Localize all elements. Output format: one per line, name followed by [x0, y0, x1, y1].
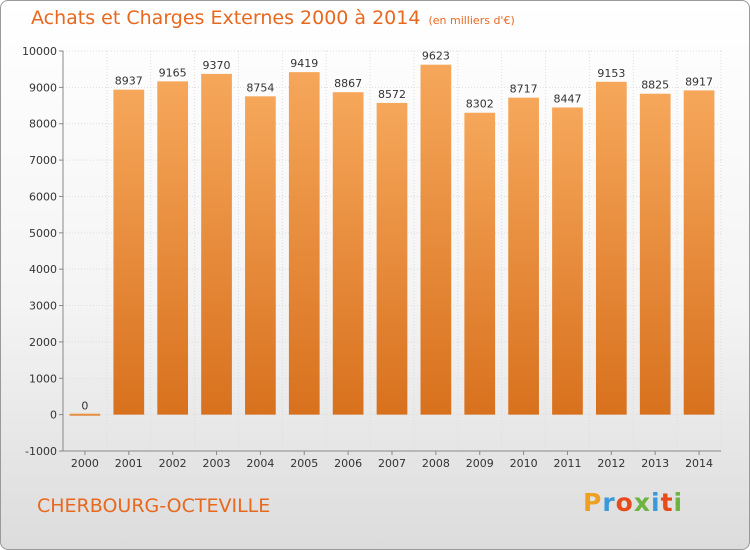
y-tick-label: 7000: [29, 154, 57, 167]
data-label-2011: 8447: [553, 92, 581, 105]
y-tick-label: 8000: [29, 118, 57, 131]
data-label-2013: 8825: [641, 79, 669, 92]
data-label-2014: 8917: [685, 75, 713, 88]
bars: [69, 64, 715, 416]
data-label-2006: 8867: [334, 77, 362, 90]
y-tick-label: 2000: [29, 336, 57, 349]
logo-letter: i: [651, 488, 661, 517]
bar-2008: [420, 64, 452, 415]
bar-2007: [376, 102, 408, 415]
data-label-2002: 9165: [159, 66, 187, 79]
logo-letter: i: [673, 488, 684, 517]
x-tick-label: 2006: [334, 457, 362, 470]
axes: -1000 0 1000 2000 3000 4000 5000 6000 7000 8000 90…: [22, 45, 721, 470]
y-tick-label: 3000: [29, 300, 57, 313]
x-tick-label: 2009: [466, 457, 494, 470]
data-label-2003: 9370: [203, 59, 231, 72]
y-tick-label: 5000: [29, 227, 57, 240]
logo-letter: P: [583, 488, 603, 517]
chart-subtitle: (en milliers d'€): [428, 14, 515, 27]
bar-2006: [332, 92, 364, 415]
x-tick-label: 2013: [641, 457, 669, 470]
bar-2011: [552, 107, 583, 415]
bar-2000: [69, 413, 101, 416]
y-tick-label: 6000: [29, 190, 57, 203]
x-tick-label: 2000: [71, 457, 99, 470]
x-tick-label: 2011: [553, 457, 581, 470]
x-tick-label: 2004: [246, 457, 274, 470]
data-labels: 0 8937 9165 9370 8754 9419 8867 8572 9623 8302 871…: [81, 50, 713, 413]
bar-2012: [595, 81, 627, 415]
logo-letter: o: [615, 488, 634, 517]
data-label-2009: 8302: [466, 98, 494, 111]
logo-letter: r: [602, 488, 616, 517]
bar-2004: [245, 96, 276, 415]
data-label-2000: 0: [81, 400, 88, 413]
chart-title: Achats et Charges Externes 2000 à 2014 (e…: [31, 7, 515, 29]
bar-2009: [464, 112, 496, 415]
x-tick-label: 2010: [510, 457, 538, 470]
bar-2010: [508, 97, 539, 415]
y-tick-label: 4000: [29, 263, 57, 276]
data-label-2001: 8937: [115, 75, 143, 88]
data-label-2007: 8572: [378, 88, 406, 101]
x-tick-label: 2001: [115, 457, 143, 470]
chart-title-text: Achats et Charges Externes 2000 à 2014: [31, 7, 421, 29]
data-label-2004: 8754: [246, 81, 274, 94]
grid-lines: [62, 50, 722, 452]
bar-2003: [201, 73, 232, 415]
bar-2005: [288, 72, 320, 415]
y-tick-label: 9000: [29, 81, 57, 94]
x-tick-label: 2008: [422, 457, 450, 470]
x-tick-label: 2007: [378, 457, 406, 470]
x-tick-label: 2003: [203, 457, 231, 470]
bar-2013: [639, 93, 671, 415]
bar-2002: [157, 81, 189, 415]
x-tick-label: 2005: [290, 457, 318, 470]
x-tick-label: 2014: [685, 457, 713, 470]
x-tick-label: 2002: [159, 457, 187, 470]
data-label-2012: 9153: [597, 67, 625, 80]
y-tick-label: 10000: [22, 45, 57, 58]
y-tick-label: 1000: [29, 372, 57, 385]
data-label-2010: 8717: [510, 83, 538, 96]
y-tick-label: -1000: [25, 445, 57, 458]
logo-letter: x: [633, 488, 651, 517]
logo-letter: t: [660, 488, 674, 517]
city-name: CHERBOURG-OCTEVILLE: [37, 495, 271, 517]
bar-2014: [683, 90, 715, 415]
data-label-2005: 9419: [290, 57, 318, 70]
proxiti-logo: Proxiti: [583, 488, 683, 517]
y-tick-label: 0: [50, 409, 57, 422]
data-label-2008: 9623: [422, 50, 450, 63]
bar-2001: [113, 89, 145, 415]
x-tick-label: 2012: [597, 457, 625, 470]
